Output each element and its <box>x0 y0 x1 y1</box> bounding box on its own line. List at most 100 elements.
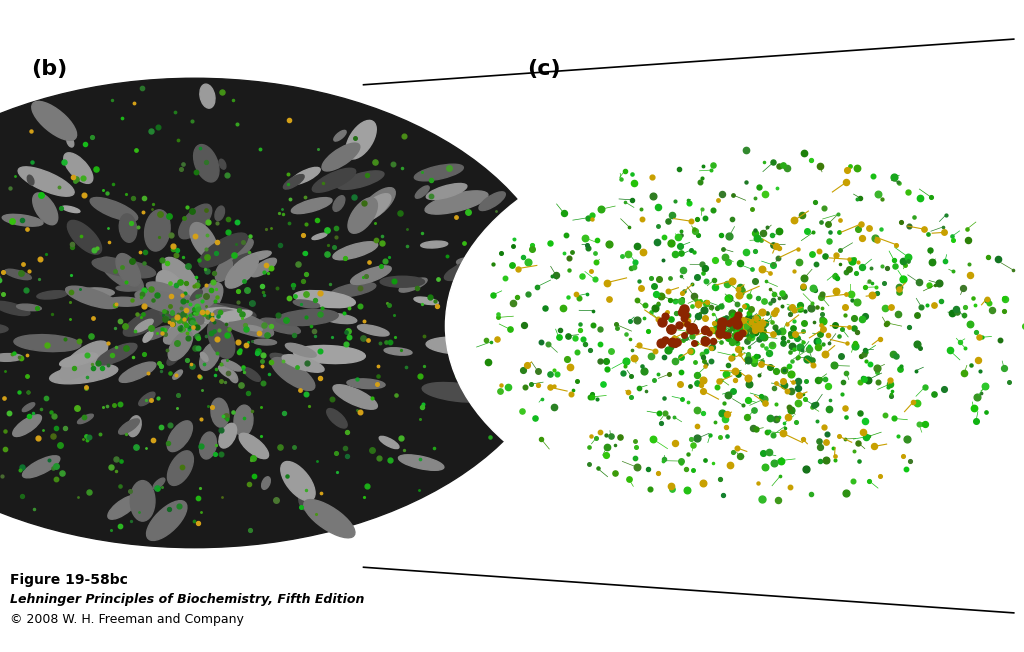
Ellipse shape <box>176 303 239 320</box>
Ellipse shape <box>18 167 74 196</box>
Ellipse shape <box>426 183 467 200</box>
Ellipse shape <box>425 191 488 214</box>
Ellipse shape <box>346 121 376 159</box>
Text: (b): (b) <box>31 59 67 79</box>
Circle shape <box>0 78 563 548</box>
Ellipse shape <box>281 462 315 501</box>
Ellipse shape <box>167 421 193 452</box>
Ellipse shape <box>189 282 223 322</box>
Ellipse shape <box>128 416 141 437</box>
Text: Lehninger Principles of Biochemistry, Fifth Edition: Lehninger Principles of Biochemistry, Fi… <box>10 593 365 606</box>
Ellipse shape <box>225 255 258 288</box>
Ellipse shape <box>163 258 199 299</box>
Circle shape <box>445 130 1024 522</box>
Ellipse shape <box>50 364 118 384</box>
Ellipse shape <box>16 304 41 311</box>
Ellipse shape <box>181 303 203 330</box>
Ellipse shape <box>244 368 260 381</box>
Ellipse shape <box>23 403 35 411</box>
Ellipse shape <box>218 366 236 379</box>
Ellipse shape <box>168 451 194 486</box>
Ellipse shape <box>327 409 347 428</box>
Ellipse shape <box>173 304 205 331</box>
Ellipse shape <box>213 309 273 337</box>
Ellipse shape <box>193 314 223 323</box>
Ellipse shape <box>78 414 93 424</box>
Ellipse shape <box>189 308 210 314</box>
Ellipse shape <box>380 276 425 288</box>
Ellipse shape <box>357 194 391 222</box>
Ellipse shape <box>200 342 220 370</box>
Ellipse shape <box>379 436 399 449</box>
Ellipse shape <box>294 291 355 308</box>
Ellipse shape <box>292 198 332 214</box>
Ellipse shape <box>219 159 226 169</box>
Ellipse shape <box>358 188 395 221</box>
Ellipse shape <box>271 357 314 391</box>
Ellipse shape <box>312 168 355 192</box>
Ellipse shape <box>12 415 41 436</box>
Ellipse shape <box>119 419 139 434</box>
Ellipse shape <box>312 233 327 239</box>
Ellipse shape <box>167 352 179 365</box>
Ellipse shape <box>500 276 563 294</box>
Ellipse shape <box>161 304 177 308</box>
Ellipse shape <box>426 337 496 355</box>
Ellipse shape <box>178 204 212 239</box>
Ellipse shape <box>463 370 486 384</box>
Ellipse shape <box>139 392 155 406</box>
Ellipse shape <box>399 278 427 292</box>
Text: (c): (c) <box>527 59 561 79</box>
Ellipse shape <box>168 331 193 361</box>
Ellipse shape <box>108 496 138 519</box>
Ellipse shape <box>331 282 376 297</box>
Ellipse shape <box>144 326 171 340</box>
Ellipse shape <box>299 489 312 511</box>
Ellipse shape <box>215 206 224 220</box>
Text: © 2008 W. H. Freeman and Company: © 2008 W. H. Freeman and Company <box>10 613 244 626</box>
Ellipse shape <box>333 242 378 259</box>
Ellipse shape <box>0 324 8 333</box>
Ellipse shape <box>337 171 384 189</box>
Ellipse shape <box>123 306 171 336</box>
Ellipse shape <box>333 385 378 409</box>
Ellipse shape <box>90 198 137 221</box>
Ellipse shape <box>14 334 81 351</box>
Ellipse shape <box>322 143 359 171</box>
Ellipse shape <box>59 353 97 366</box>
Ellipse shape <box>481 373 529 408</box>
Ellipse shape <box>201 352 208 361</box>
Ellipse shape <box>173 370 182 379</box>
Ellipse shape <box>23 456 59 478</box>
Ellipse shape <box>116 254 140 286</box>
Ellipse shape <box>233 405 253 436</box>
Ellipse shape <box>228 370 238 383</box>
Ellipse shape <box>189 222 217 259</box>
Ellipse shape <box>457 257 512 272</box>
Ellipse shape <box>62 206 80 213</box>
Ellipse shape <box>146 501 187 541</box>
Ellipse shape <box>0 353 23 361</box>
Ellipse shape <box>66 286 118 308</box>
Ellipse shape <box>5 269 32 280</box>
Ellipse shape <box>186 304 204 324</box>
Ellipse shape <box>421 241 447 248</box>
Ellipse shape <box>415 186 429 198</box>
Ellipse shape <box>154 478 165 489</box>
Ellipse shape <box>211 398 229 427</box>
Ellipse shape <box>479 192 505 211</box>
Ellipse shape <box>262 477 270 490</box>
Ellipse shape <box>164 313 210 344</box>
Ellipse shape <box>231 253 253 264</box>
Ellipse shape <box>199 233 248 267</box>
Ellipse shape <box>160 310 194 320</box>
Ellipse shape <box>32 101 77 140</box>
Ellipse shape <box>524 294 542 299</box>
Ellipse shape <box>171 305 210 320</box>
Ellipse shape <box>80 288 115 297</box>
Ellipse shape <box>199 315 228 324</box>
Ellipse shape <box>245 251 271 261</box>
Ellipse shape <box>284 175 304 189</box>
Ellipse shape <box>33 193 57 225</box>
Ellipse shape <box>190 289 203 303</box>
